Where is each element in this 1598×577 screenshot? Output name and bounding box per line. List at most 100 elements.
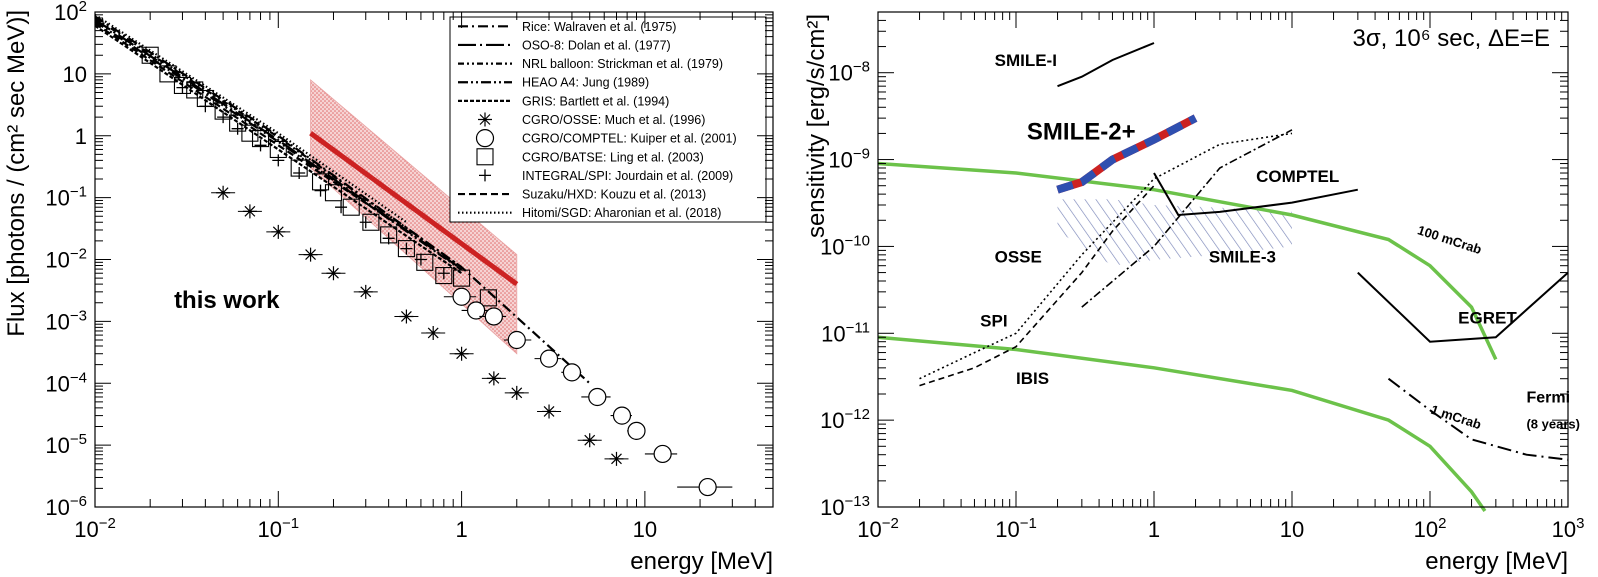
batse-point [159,65,177,83]
batse-point [251,130,270,148]
smile3-hatch [1057,199,1292,266]
curve-label: IBIS [1016,369,1049,388]
batse-point [453,269,471,287]
comptel-point [467,301,486,320]
left-y-tick-label: 10 [63,62,87,87]
left-y-tick-label: 10−5 [45,431,87,458]
legend-label: OSO-8: Dolan et al. (1977) [522,38,671,52]
legend-marker-square [476,148,494,166]
right-chart: SMILE-I SMILE-2+ COMPTEL SMILE-3 OSSE SPI IBIS… [803,11,1585,575]
curve-label: SMILE-I [995,51,1057,70]
right-x-tick-label: 103 [1552,515,1585,542]
spi-point [400,242,413,255]
comptel-point [452,287,471,306]
left-y-tick-label: 10−6 [45,493,87,520]
right-x-tick-label: 10−2 [857,515,899,542]
model-line-nrl [94,17,463,269]
series-spi [919,132,1293,380]
comptel-point [653,444,672,464]
batse-point [435,267,453,285]
right-y-axis-label: sensitivity [erg/s/cm²] [803,14,830,238]
curve-label: OSSE [995,248,1042,267]
spi-point [217,111,230,124]
legend-label: GRIS: Bartlett et al. (1994) [522,94,669,108]
comptel-point [507,330,526,350]
batse-point [173,76,192,95]
left-y-tick-label: 10−2 [45,246,87,273]
batse-point [186,81,204,99]
left-x-axis-label: energy [MeV] [630,548,773,575]
model-line-hitomi [94,13,408,224]
left-x-tick-label: 10 [633,517,657,542]
legend-label: NRL balloon: Strickman et al. (1979) [522,57,723,71]
left-y-tick-label: 1 [75,124,87,149]
left-x-tick-label: 1 [455,517,467,542]
batse-point [397,240,415,258]
right-x-tick-label: 10−1 [995,515,1037,542]
series-egret [1357,271,1569,343]
right-x-tick-label: 102 [1414,515,1447,542]
legend-label: INTEGRAL/SPI: Jourdain et al. (2009) [522,169,733,183]
right-y-tick-label: 10−13 [820,493,870,520]
curve-label: Fermi [1526,389,1570,406]
this-work-line [309,131,519,287]
comptel-point [698,477,717,497]
legend-label: Hitomi/SGD: Aharonian et al. (2018) [522,206,721,220]
right-x-tick-label: 10 [1280,517,1304,542]
batse-point [214,102,232,120]
series-fermi [1387,377,1569,461]
series-osse [919,185,1155,387]
left-x-tick-label: 10−2 [74,515,116,542]
batse-point [380,226,398,244]
spi-point [314,184,327,197]
right-y-tick-label: 10−8 [828,59,870,86]
legend-label: Rice: Walraven et al. (1975) [522,20,676,34]
left-y-tick-label: 10−1 [45,184,87,211]
series-100-mcrab [877,161,1498,361]
left-y-tick-label: 102 [54,0,87,25]
legend-marker-plus [479,169,491,182]
spi-point [437,267,450,280]
comptel-point [484,307,503,326]
legend-marker-circle [475,129,495,148]
series-smile-i [1057,42,1155,88]
curve-label: SMILE-2+ [1027,119,1136,146]
left-chart: this work Rice: Walraven et al. (1975) OSO… [3,0,774,575]
left-y-axis-label: Flux [photons / (cm² sec MeV)] [3,10,30,337]
series-comptel [1153,172,1358,217]
spi-point [335,201,348,214]
left-x-tick-label: 10−1 [257,515,299,542]
left-y-tick-label: 10−4 [45,369,87,396]
spi-point [293,167,306,180]
smile2-blue-line [1056,114,1198,194]
batse-point [269,140,287,159]
comptel-point [612,406,632,425]
legend-label: CGRO/COMPTEL: Kuiper et al. (2001) [522,132,737,146]
series-ibis [1081,129,1293,308]
batse-point [324,184,343,202]
right-y-tick-label: 10−11 [821,319,870,346]
this-work-label: this work [174,287,280,314]
left-y-tick-label: 10−3 [45,307,87,334]
batse-point [416,253,434,271]
curve-label: EGRET [1458,308,1517,327]
legend-label: HEAO A4: Jung (1989) [522,76,649,90]
right-y-tick-label: 10−10 [820,232,870,259]
legend-box [449,16,767,223]
spi-point [254,139,267,152]
right-x-tick-label: 1 [1148,517,1160,542]
curve-label: SMILE-3 [1209,248,1276,267]
batse-point [196,89,214,108]
model-line-rice [94,15,591,385]
comptel-point [562,363,582,382]
curve-label: (8 years) [1526,417,1579,432]
right-plot-bg [878,12,1568,507]
batse-point [342,198,360,216]
batse-point [141,46,159,64]
right-top-annotation: 3σ, 10⁶ sec, ΔE=E [1353,25,1550,52]
legend-marker-star [478,112,492,127]
model-line-gris [94,24,463,275]
spi-point [382,232,395,245]
this-work-band [310,79,518,355]
